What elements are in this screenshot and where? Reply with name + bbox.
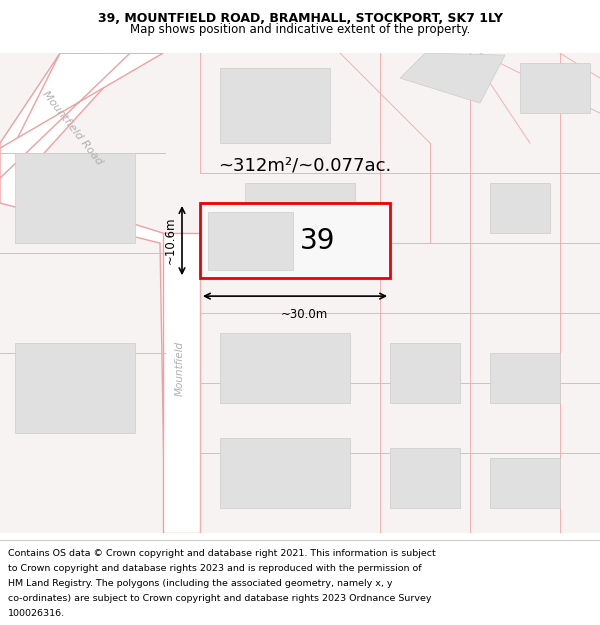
Text: Contains OS data © Crown copyright and database right 2021. This information is : Contains OS data © Crown copyright and d… <box>8 549 436 558</box>
Bar <box>220 68 330 143</box>
Bar <box>245 183 355 233</box>
Polygon shape <box>400 53 505 103</box>
Text: Mountfield: Mountfield <box>175 341 185 396</box>
Text: co-ordinates) are subject to Crown copyright and database rights 2023 Ordnance S: co-ordinates) are subject to Crown copyr… <box>8 594 431 603</box>
Bar <box>520 63 590 113</box>
Text: HM Land Registry. The polygons (including the associated geometry, namely x, y: HM Land Registry. The polygons (includin… <box>8 579 392 588</box>
Polygon shape <box>0 53 100 173</box>
Text: 39: 39 <box>300 227 335 254</box>
Polygon shape <box>163 233 200 533</box>
Bar <box>220 333 350 403</box>
Polygon shape <box>0 53 200 533</box>
Bar <box>390 343 460 403</box>
Polygon shape <box>0 53 163 178</box>
Bar <box>490 458 560 508</box>
Bar <box>490 183 550 233</box>
Text: Mountfield Road: Mountfield Road <box>40 89 104 167</box>
Bar <box>15 343 135 433</box>
Bar <box>490 353 560 403</box>
Text: to Crown copyright and database rights 2023 and is reproduced with the permissio: to Crown copyright and database rights 2… <box>8 564 421 573</box>
Text: ~30.0m: ~30.0m <box>281 308 328 321</box>
Bar <box>208 212 293 270</box>
Bar <box>390 448 460 508</box>
Text: Map shows position and indicative extent of the property.: Map shows position and indicative extent… <box>130 22 470 36</box>
Text: 39, MOUNTFIELD ROAD, BRAMHALL, STOCKPORT, SK7 1LY: 39, MOUNTFIELD ROAD, BRAMHALL, STOCKPORT… <box>97 12 503 25</box>
Text: ~10.6m: ~10.6m <box>164 217 177 264</box>
Bar <box>220 438 350 508</box>
Text: ~312m²/~0.077ac.: ~312m²/~0.077ac. <box>218 156 391 174</box>
Text: 100026316.: 100026316. <box>8 609 65 619</box>
Bar <box>200 203 390 278</box>
Bar <box>15 153 135 243</box>
